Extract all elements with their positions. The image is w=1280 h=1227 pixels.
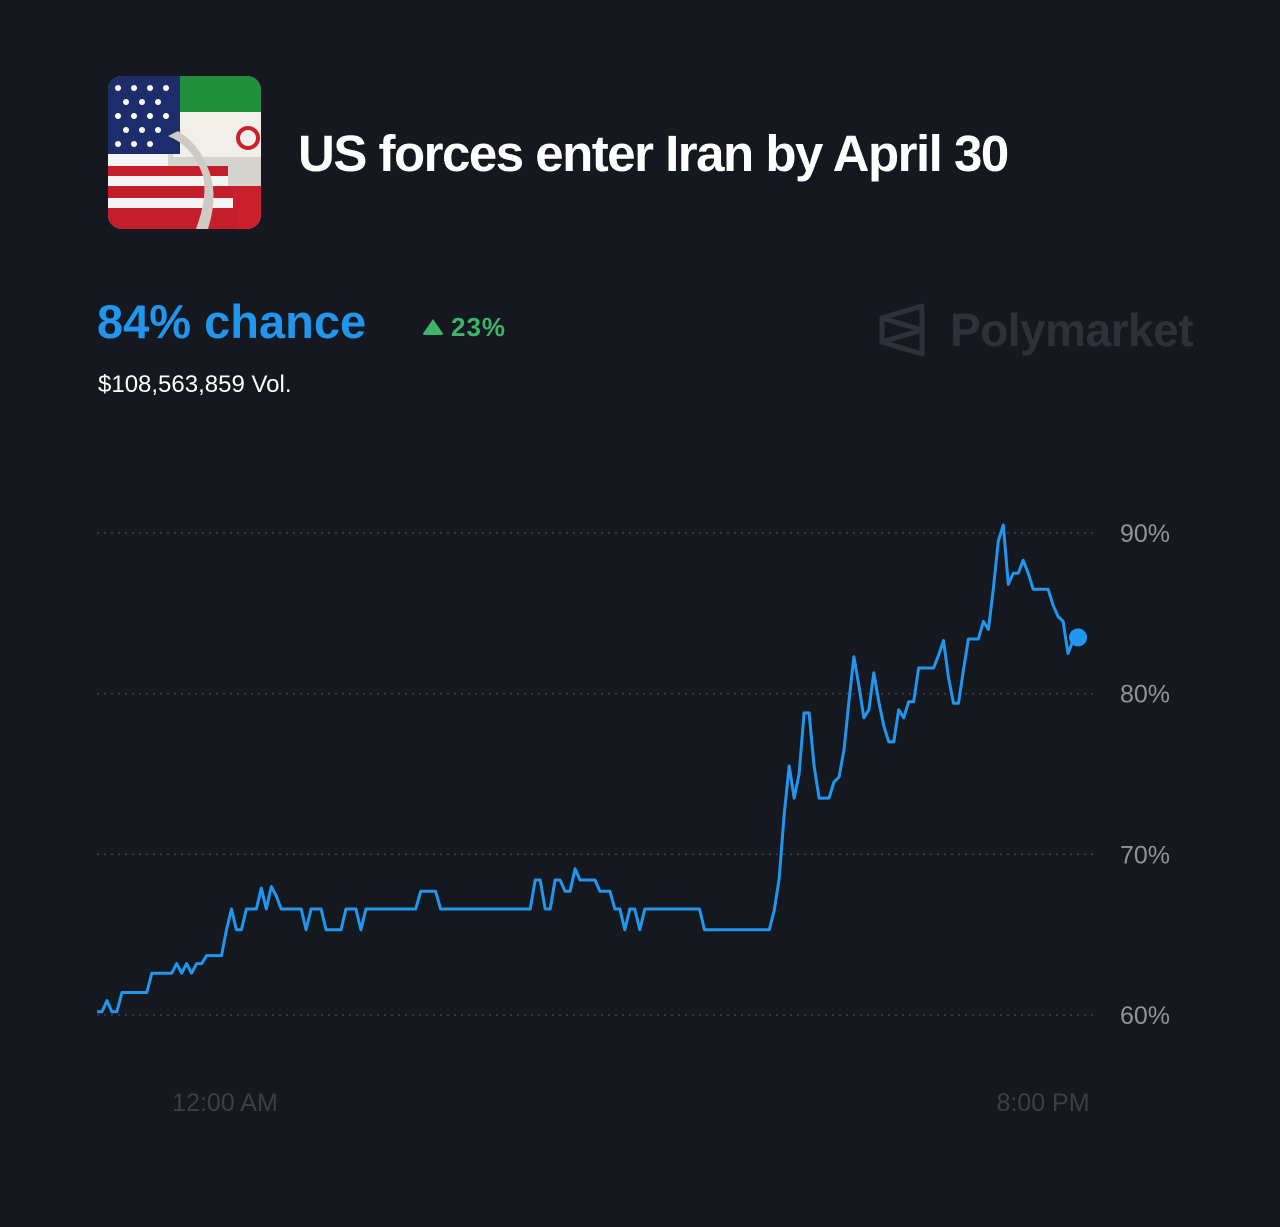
polymarket-brand-name: Polymarket [950,304,1194,356]
change-indicator: 23% [422,314,506,340]
y-tick-label: 90% [1120,520,1170,548]
volume-label: $108,563,859 Vol. [98,371,292,398]
x-tick-label: 12:00 AM [172,1089,278,1117]
y-tick-label: 70% [1120,841,1170,869]
change-value: 23% [451,312,507,342]
chart-grid [97,532,1097,1016]
series-line [97,523,1079,1014]
us-iran-flags-image [108,76,261,229]
x-tick-label: 8:00 PM [996,1089,1089,1117]
chance-value: 84% chance [97,295,367,348]
y-tick-label: 80% [1120,681,1170,709]
polymarket-watermark: Polymarket [878,302,1194,358]
market-image [108,76,261,229]
polymarket-logo-icon [879,303,925,357]
y-tick-label: 60% [1120,1002,1170,1030]
y-axis-labels: 90% 80% 70% 60% [1120,520,1170,1030]
market-title: US forces enter Iran by April 30 [298,125,1009,182]
x-axis-labels: 12:00 AM 8:00 PM [172,1089,1089,1117]
chart-series [97,523,1087,1014]
up-arrow-icon [422,319,444,335]
current-value-marker [1069,628,1087,647]
